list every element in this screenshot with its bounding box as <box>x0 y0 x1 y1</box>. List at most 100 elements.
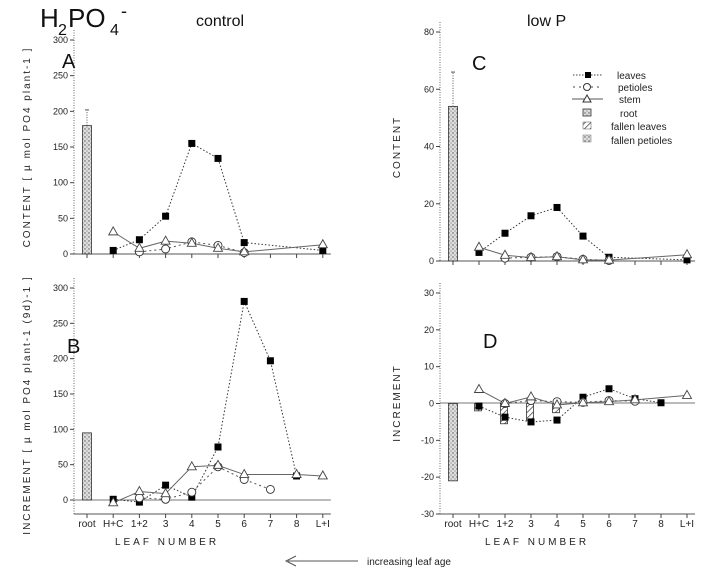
marker-leaves <box>657 399 665 407</box>
marker-leaves <box>188 493 196 501</box>
marker-leaves <box>553 203 561 211</box>
y-tick-label: 50 <box>58 460 68 470</box>
panel-letter: C <box>472 53 486 75</box>
marker-leaves <box>214 154 222 162</box>
y-tick-label: 0 <box>429 256 434 266</box>
y-tick-label: -30 <box>421 509 434 519</box>
marker-petioles <box>265 484 275 494</box>
series-line-stem <box>478 389 688 406</box>
panel-letter: D <box>483 331 497 353</box>
marker-leaves <box>319 246 327 254</box>
y-tick-label: 0 <box>429 399 434 409</box>
marker-leaves <box>501 229 509 237</box>
y-tick-label: 150 <box>53 142 68 152</box>
x-tick-label: root <box>444 519 461 530</box>
fallen-petioles-swatch-icon <box>582 134 592 143</box>
legend-item-petioles: petioles <box>573 83 652 94</box>
x-tick-label: 5 <box>580 519 586 530</box>
x-tick-label: 6 <box>241 519 247 530</box>
bar-root <box>448 106 458 262</box>
marker-stem <box>603 395 615 406</box>
x-tick-label: L+I <box>316 519 330 530</box>
y-tick-label: 0 <box>63 249 68 259</box>
marker-stem <box>317 470 329 480</box>
y-tick-label: -20 <box>421 472 434 482</box>
y-tick-label: 40 <box>424 142 434 152</box>
marker-stem <box>134 242 145 252</box>
legend-label: petioles <box>618 83 652 94</box>
open-triangle-icon <box>582 93 592 103</box>
marker-stem <box>629 393 641 404</box>
marker-leaves <box>553 416 561 424</box>
panel-b: 0 50 100 150 200 250 300 root H+C 1+2 3 4 5 6 7 8 L+I LEA… <box>22 275 331 548</box>
filled-square-icon <box>585 72 591 78</box>
formula-title: H 2 PO 4 - <box>40 1 127 39</box>
formula-h: H <box>40 3 59 33</box>
arrow-left-icon <box>284 555 297 567</box>
legend-label: stem <box>619 95 641 106</box>
marker-leaves <box>501 413 509 421</box>
x-tick-label: 1+2 <box>497 519 514 530</box>
marker-stem <box>160 235 171 245</box>
x-tick-label: 7 <box>268 519 274 530</box>
marker-leaves <box>475 248 483 256</box>
marker-stem <box>212 242 224 252</box>
marker-stem <box>291 468 302 479</box>
control-title: control <box>196 13 244 30</box>
y-tick-label: 200 <box>53 354 68 364</box>
marker-leaves <box>240 297 248 305</box>
marker-stem <box>107 496 119 507</box>
y-tick-label: 10 <box>424 362 434 372</box>
formula-sup: - <box>121 1 127 21</box>
series-line-leaves <box>113 299 298 503</box>
leaf-age-note: increasing leaf age <box>284 555 451 568</box>
marker-petioles <box>161 244 171 254</box>
marker-stem <box>186 237 198 247</box>
panel-a: 0 50 100 150 200 250 300 CONTENT [ µ mol PO4 pl… <box>22 30 331 259</box>
marker-stem <box>160 487 171 498</box>
y-axis-title: CONTENT <box>392 116 403 178</box>
marker-leaves <box>266 357 274 365</box>
marker-stem <box>473 383 485 393</box>
panel-c: 0 20 40 60 80 CONTENT C <box>392 22 695 266</box>
y-axis-title: INCREMENT [ µ mol PO4 plant-1 (9d)-1 ] <box>22 275 33 534</box>
marker-leaves <box>109 246 117 254</box>
marker-leaves <box>214 443 222 451</box>
y-tick-label: 250 <box>53 318 68 328</box>
y-tick-label: 0 <box>63 495 68 505</box>
formula-sub2: 2 <box>58 22 67 39</box>
legend-item-root: root <box>582 108 637 120</box>
y-axis-title: INCREMENT <box>392 364 403 441</box>
marker-petioles <box>187 487 197 497</box>
legend-label: fallen petioles <box>611 136 672 147</box>
x-tick-label: H+C <box>103 519 123 530</box>
marker-stem <box>681 248 693 259</box>
legend-label: leaves <box>617 71 646 82</box>
y-tick-label: 100 <box>53 424 68 434</box>
formula-sub4: 4 <box>110 22 119 39</box>
marker-leaves <box>579 232 587 240</box>
root-swatch-icon <box>582 108 592 117</box>
y-tick-label: 300 <box>53 35 68 45</box>
y-tick-label: 20 <box>424 325 434 335</box>
marker-stem <box>551 250 563 261</box>
panel-letter: B <box>67 336 80 358</box>
series-line-stem <box>113 464 323 504</box>
marker-stem <box>107 225 119 236</box>
lowp-title: low P <box>527 13 566 30</box>
legend-item-stem: stem <box>572 93 641 106</box>
marker-stem <box>681 389 693 399</box>
marker-leaves <box>240 239 248 247</box>
marker-stem <box>525 251 537 262</box>
panel-letter: A <box>62 51 76 73</box>
panel-d: -30 -20 -10 0 10 20 30 root H+C 1+2 3 4 5 6 7 8 L+I LEAF … <box>392 283 695 548</box>
x-axis-title: LEAF NUMBER <box>485 537 589 548</box>
marker-leaves <box>527 212 535 220</box>
marker-stem <box>238 245 250 256</box>
bar-root <box>448 403 458 482</box>
marker-stem <box>603 254 615 264</box>
x-tick-label: 4 <box>189 519 195 530</box>
legend-label: root <box>620 109 637 120</box>
marker-stem <box>551 399 563 409</box>
